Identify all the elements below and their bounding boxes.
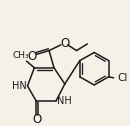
Text: NH: NH bbox=[57, 96, 72, 106]
Text: O: O bbox=[60, 37, 69, 50]
Text: CH₃: CH₃ bbox=[12, 51, 29, 60]
Text: O: O bbox=[28, 50, 37, 63]
Text: Cl: Cl bbox=[118, 73, 128, 83]
Text: O: O bbox=[33, 113, 42, 126]
Text: HN: HN bbox=[12, 81, 27, 91]
